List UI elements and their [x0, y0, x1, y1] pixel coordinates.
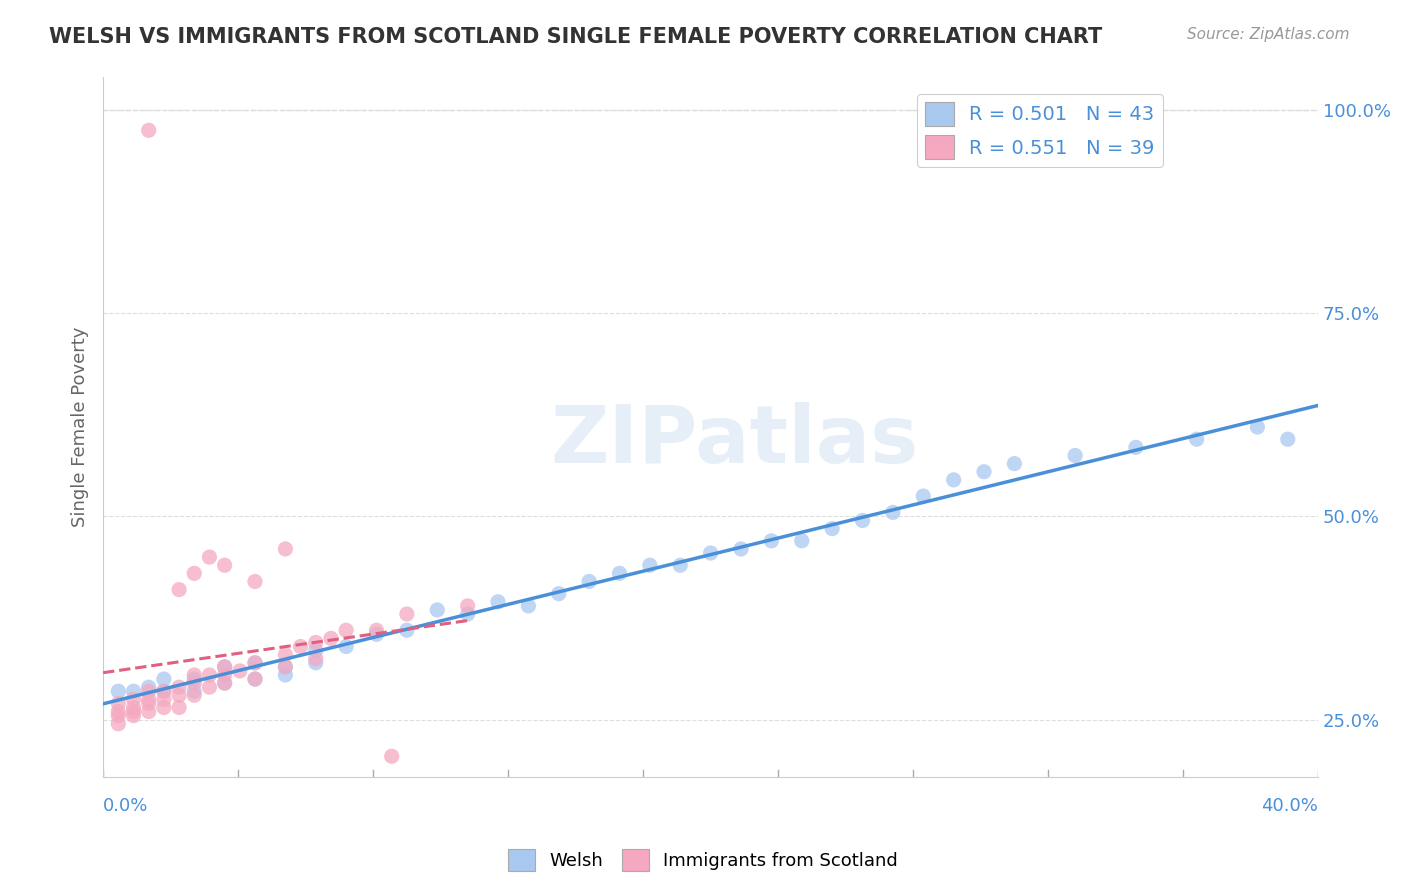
Point — [153, 692, 176, 706]
Point — [138, 123, 160, 137]
Point — [274, 668, 297, 682]
Point — [305, 656, 328, 670]
Point — [395, 607, 418, 621]
Point — [122, 684, 145, 698]
Point — [1002, 457, 1025, 471]
Point — [851, 514, 873, 528]
Point — [609, 566, 631, 581]
Point — [153, 684, 176, 698]
Point — [638, 558, 661, 573]
Point — [274, 660, 297, 674]
Point — [243, 574, 266, 589]
Point — [1185, 432, 1208, 446]
Point — [1064, 449, 1087, 463]
Point — [942, 473, 965, 487]
Point — [167, 688, 190, 702]
Point — [138, 705, 160, 719]
Point — [912, 489, 935, 503]
Point — [319, 632, 342, 646]
Legend: R = 0.501   N = 43, R = 0.551   N = 39: R = 0.501 N = 43, R = 0.551 N = 39 — [917, 95, 1163, 167]
Point — [138, 684, 160, 698]
Point — [243, 672, 266, 686]
Point — [547, 587, 569, 601]
Text: WELSH VS IMMIGRANTS FROM SCOTLAND SINGLE FEMALE POVERTY CORRELATION CHART: WELSH VS IMMIGRANTS FROM SCOTLAND SINGLE… — [49, 27, 1102, 46]
Point — [122, 705, 145, 719]
Point — [335, 640, 357, 654]
Point — [335, 624, 357, 638]
Text: 40.0%: 40.0% — [1261, 797, 1319, 815]
Point — [138, 692, 160, 706]
Point — [107, 697, 129, 711]
Point — [183, 688, 205, 702]
Point — [107, 684, 129, 698]
Legend: Welsh, Immigrants from Scotland: Welsh, Immigrants from Scotland — [501, 842, 905, 879]
Point — [183, 676, 205, 690]
Point — [274, 541, 297, 556]
Point — [821, 522, 844, 536]
Point — [214, 660, 236, 674]
Point — [243, 672, 266, 686]
Point — [973, 465, 995, 479]
Point — [790, 533, 813, 548]
Point — [1125, 441, 1147, 455]
Point — [426, 603, 449, 617]
Point — [167, 582, 190, 597]
Point — [107, 705, 129, 719]
Point — [214, 660, 236, 674]
Point — [183, 668, 205, 682]
Point — [290, 640, 312, 654]
Point — [214, 676, 236, 690]
Point — [699, 546, 721, 560]
Point — [457, 599, 479, 613]
Point — [243, 656, 266, 670]
Point — [517, 599, 540, 613]
Point — [198, 680, 221, 694]
Text: ZIPatlas: ZIPatlas — [551, 402, 920, 480]
Point — [366, 624, 388, 638]
Point — [183, 566, 205, 581]
Point — [243, 656, 266, 670]
Point — [122, 700, 145, 714]
Point — [366, 627, 388, 641]
Point — [486, 595, 509, 609]
Point — [305, 651, 328, 665]
Point — [122, 692, 145, 706]
Point — [274, 660, 297, 674]
Point — [1246, 420, 1268, 434]
Point — [167, 680, 190, 694]
Point — [1277, 432, 1299, 446]
Point — [669, 558, 692, 573]
Point — [457, 607, 479, 621]
Point — [305, 635, 328, 649]
Point — [198, 550, 221, 565]
Point — [214, 668, 236, 682]
Point — [395, 624, 418, 638]
Point — [229, 664, 252, 678]
Point — [214, 558, 236, 573]
Point — [153, 684, 176, 698]
Text: 0.0%: 0.0% — [103, 797, 149, 815]
Text: Source: ZipAtlas.com: Source: ZipAtlas.com — [1187, 27, 1350, 42]
Point — [214, 676, 236, 690]
Point — [138, 697, 160, 711]
Point — [107, 716, 129, 731]
Point — [153, 700, 176, 714]
Point — [882, 505, 904, 519]
Point — [578, 574, 600, 589]
Y-axis label: Single Female Poverty: Single Female Poverty — [72, 326, 89, 527]
Point — [138, 680, 160, 694]
Point — [274, 648, 297, 662]
Point — [107, 708, 129, 723]
Point — [761, 533, 783, 548]
Point — [183, 672, 205, 686]
Point — [167, 700, 190, 714]
Point — [198, 668, 221, 682]
Point — [381, 749, 404, 764]
Point — [305, 643, 328, 657]
Point — [122, 708, 145, 723]
Point — [183, 684, 205, 698]
Point — [153, 672, 176, 686]
Point — [730, 541, 752, 556]
